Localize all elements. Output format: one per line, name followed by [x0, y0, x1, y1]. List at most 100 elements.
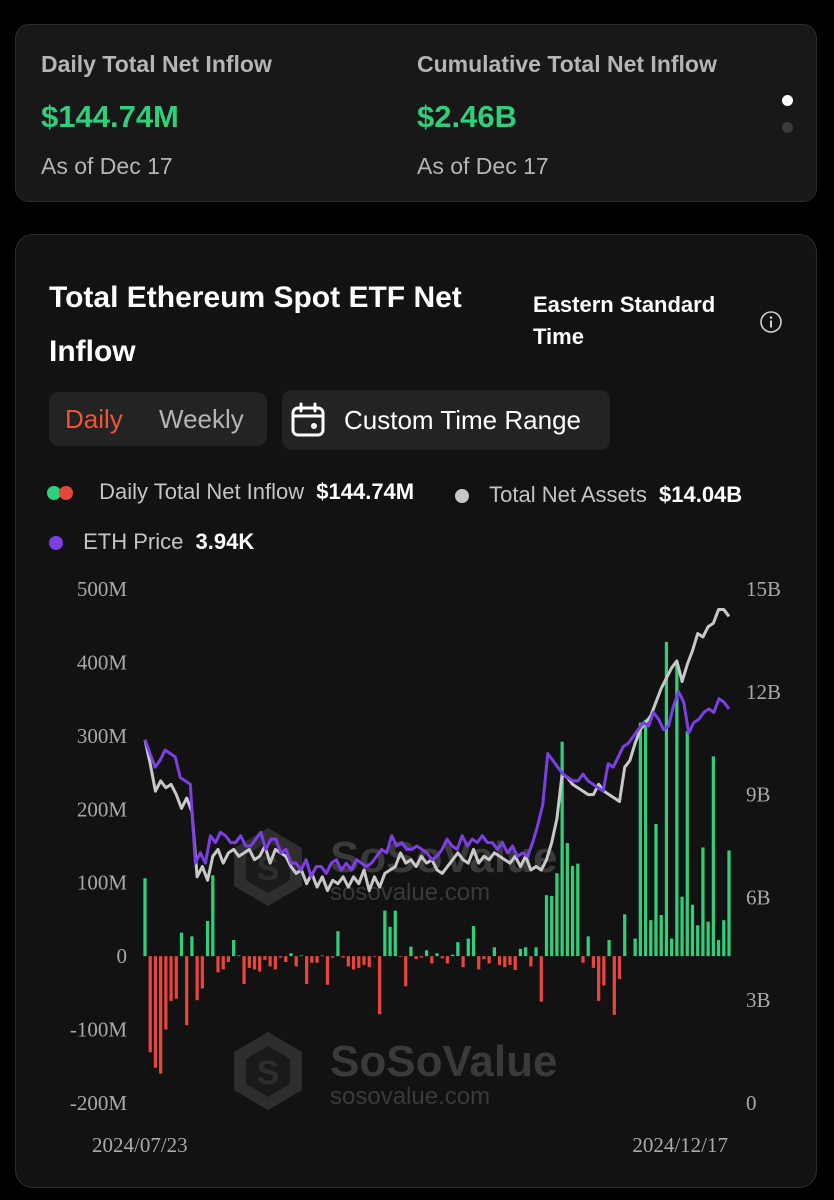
inflow-bar[interactable] — [357, 956, 361, 968]
inflow-bar[interactable] — [398, 956, 403, 957]
inflow-bar[interactable] — [247, 956, 251, 968]
inflow-bar[interactable] — [200, 956, 204, 989]
inflow-bar[interactable] — [461, 956, 465, 968]
inflow-bar[interactable] — [362, 956, 366, 965]
inflow-bar[interactable] — [534, 947, 538, 957]
inflow-bar[interactable] — [445, 956, 450, 964]
inflow-bar[interactable] — [179, 932, 184, 957]
inflow-bar[interactable] — [581, 956, 585, 963]
inflow-bar[interactable] — [727, 850, 731, 957]
inflow-bar[interactable] — [159, 956, 163, 1074]
inflow-bar[interactable] — [513, 956, 517, 971]
inflow-bar[interactable] — [351, 956, 356, 970]
inflow-bar[interactable] — [675, 660, 679, 957]
inflow-bar[interactable] — [654, 823, 658, 957]
inflow-bar[interactable] — [701, 847, 705, 957]
inflow-bar[interactable] — [430, 956, 434, 964]
inflow-bar[interactable] — [325, 956, 330, 985]
inflow-bar[interactable] — [706, 921, 710, 957]
inflow-bar[interactable] — [440, 956, 444, 959]
inflow-bar[interactable] — [383, 910, 387, 957]
inflow-bar[interactable] — [435, 953, 439, 957]
inflow-bar[interactable] — [570, 865, 575, 957]
inflow-bar[interactable] — [393, 910, 397, 957]
inflow-bar[interactable] — [451, 954, 455, 957]
inflow-bar[interactable] — [367, 956, 371, 968]
inflow-bar[interactable] — [602, 956, 606, 986]
inflow-bar[interactable] — [424, 950, 429, 957]
inflow-bar[interactable] — [414, 956, 418, 960]
inflow-bar[interactable] — [221, 956, 225, 970]
inflow-bar[interactable] — [216, 956, 220, 973]
inflow-bar[interactable] — [456, 942, 460, 957]
toggle-daily[interactable]: Daily — [65, 404, 123, 434]
inflow-bar[interactable] — [263, 956, 267, 960]
inflow-bar[interactable] — [503, 956, 507, 968]
inflow-bar[interactable] — [378, 956, 382, 1015]
inflow-bar[interactable] — [252, 956, 257, 970]
inflow-bar[interactable] — [670, 938, 674, 957]
inflow-bar[interactable] — [336, 931, 340, 957]
inflow-bar[interactable] — [643, 719, 648, 957]
inflow-bar[interactable] — [284, 956, 288, 963]
inflow-bar[interactable] — [211, 875, 215, 957]
inflow-bar[interactable] — [164, 956, 168, 1030]
inflow-bar[interactable] — [258, 956, 262, 972]
inflow-bar[interactable] — [477, 956, 481, 970]
inflow-bar[interactable] — [226, 956, 231, 963]
inflow-bar[interactable] — [409, 946, 413, 957]
inflow-bar[interactable] — [607, 939, 611, 957]
legend-item-price[interactable]: ETH Price 3.94K — [49, 529, 254, 555]
inflow-bar[interactable] — [372, 956, 377, 957]
legend-item-assets[interactable]: Total Net Assets $14.04B — [455, 482, 742, 508]
inflow-bar[interactable] — [190, 936, 194, 957]
inflow-bar[interactable] — [305, 956, 309, 985]
inflow-bar[interactable] — [268, 956, 272, 967]
inflow-bar[interactable] — [664, 641, 669, 957]
inflow-bar[interactable] — [623, 914, 627, 957]
info-icon[interactable] — [759, 310, 783, 334]
inflow-bar[interactable] — [555, 873, 559, 957]
inflow-bar[interactable] — [586, 936, 590, 957]
inflow-bar[interactable] — [597, 956, 601, 1001]
inflow-bar[interactable] — [487, 956, 491, 964]
carousel-dot-inactive[interactable] — [782, 122, 793, 133]
inflow-bar[interactable] — [612, 956, 616, 1015]
inflow-bar[interactable] — [497, 956, 502, 965]
inflow-bar[interactable] — [294, 956, 298, 967]
inflow-bar[interactable] — [524, 947, 528, 957]
inflow-bar[interactable] — [169, 956, 173, 1001]
inflow-bar[interactable] — [185, 956, 189, 1026]
inflow-bar[interactable] — [560, 741, 564, 957]
inflow-bar[interactable] — [633, 938, 637, 957]
inflow-bar[interactable] — [153, 956, 158, 1068]
inflow-bar[interactable] — [466, 938, 470, 957]
inflow-bar[interactable] — [482, 956, 486, 960]
inflow-bar[interactable] — [237, 955, 241, 957]
inflow-bar[interactable] — [617, 956, 622, 979]
inflow-bar[interactable] — [544, 895, 549, 957]
inflow-bar[interactable] — [722, 920, 726, 957]
inflow-bar[interactable] — [471, 926, 476, 957]
inflow-bar[interactable] — [148, 956, 152, 1053]
toggle-weekly[interactable]: Weekly — [159, 404, 244, 434]
inflow-bar[interactable] — [315, 956, 319, 963]
legend-item-inflow[interactable]: Daily Total Net Inflow $144.74M — [47, 479, 414, 505]
inflow-bar[interactable] — [508, 956, 512, 965]
inflow-bar[interactable] — [143, 878, 147, 957]
inflow-bar[interactable] — [310, 956, 314, 963]
inflow-bar[interactable] — [278, 956, 283, 958]
inflow-bar[interactable] — [550, 895, 554, 957]
inflow-bar[interactable] — [659, 915, 663, 957]
inflow-bar[interactable] — [289, 953, 293, 957]
inflow-bar[interactable] — [232, 939, 236, 957]
carousel-dot-active[interactable] — [782, 95, 793, 106]
inflow-bar[interactable] — [539, 956, 543, 1002]
inflow-bar[interactable] — [341, 956, 345, 958]
inflow-bar[interactable] — [492, 947, 496, 957]
inflow-bar[interactable] — [518, 948, 523, 957]
inflow-bar[interactable] — [388, 926, 392, 957]
inflow-bar[interactable] — [591, 956, 596, 968]
inflow-bar[interactable] — [638, 722, 642, 957]
inflow-bar[interactable] — [680, 896, 684, 957]
